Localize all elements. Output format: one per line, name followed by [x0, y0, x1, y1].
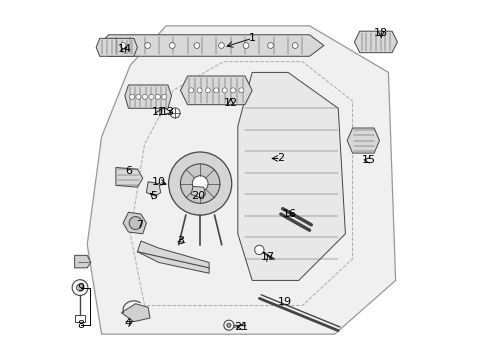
Text: 11: 11 — [152, 107, 166, 117]
Circle shape — [143, 94, 147, 99]
Polygon shape — [96, 39, 137, 56]
Text: 7: 7 — [136, 220, 143, 230]
Polygon shape — [180, 76, 252, 105]
Text: 10: 10 — [152, 177, 166, 187]
Polygon shape — [238, 72, 345, 280]
Text: 3: 3 — [177, 236, 184, 246]
Circle shape — [120, 42, 126, 48]
Circle shape — [189, 88, 194, 93]
Circle shape — [230, 88, 236, 93]
Text: 21: 21 — [234, 322, 248, 332]
Circle shape — [180, 164, 220, 203]
Circle shape — [293, 42, 298, 48]
Text: 18: 18 — [374, 28, 389, 38]
Polygon shape — [87, 26, 395, 334]
Circle shape — [129, 217, 142, 229]
Circle shape — [170, 42, 175, 48]
Circle shape — [76, 284, 84, 291]
Circle shape — [227, 323, 231, 327]
Text: 14: 14 — [118, 44, 132, 54]
Polygon shape — [122, 304, 150, 321]
Text: 5: 5 — [150, 191, 157, 201]
Polygon shape — [191, 186, 205, 198]
Text: 13: 13 — [161, 107, 175, 117]
Text: 20: 20 — [191, 191, 205, 201]
Circle shape — [162, 94, 167, 99]
Circle shape — [268, 42, 273, 48]
Text: 15: 15 — [362, 155, 376, 165]
Circle shape — [129, 94, 135, 99]
Polygon shape — [116, 167, 143, 187]
Circle shape — [72, 280, 88, 296]
Circle shape — [219, 42, 224, 48]
Polygon shape — [98, 35, 324, 56]
Circle shape — [169, 152, 232, 215]
Text: 6: 6 — [125, 166, 132, 176]
Circle shape — [224, 320, 234, 330]
Text: 16: 16 — [283, 209, 297, 219]
Circle shape — [145, 42, 150, 48]
Circle shape — [192, 176, 208, 192]
Circle shape — [243, 42, 249, 48]
Polygon shape — [74, 255, 91, 268]
Text: 2: 2 — [277, 153, 284, 163]
Circle shape — [214, 88, 219, 93]
Polygon shape — [137, 241, 209, 273]
Text: 17: 17 — [261, 252, 275, 262]
Polygon shape — [123, 212, 147, 234]
Text: 19: 19 — [277, 297, 292, 307]
Polygon shape — [147, 182, 161, 196]
Circle shape — [149, 94, 154, 99]
Circle shape — [239, 88, 244, 93]
Polygon shape — [354, 31, 397, 53]
Polygon shape — [125, 85, 172, 108]
Bar — [74, 315, 85, 321]
Circle shape — [136, 94, 141, 99]
Text: 4: 4 — [125, 319, 132, 328]
Circle shape — [255, 245, 264, 255]
Polygon shape — [347, 128, 379, 153]
Circle shape — [205, 88, 210, 93]
Text: 8: 8 — [77, 320, 84, 330]
Circle shape — [197, 88, 202, 93]
Text: 9: 9 — [77, 283, 84, 293]
Text: 12: 12 — [223, 98, 238, 108]
Text: 1: 1 — [248, 33, 256, 43]
Circle shape — [155, 94, 160, 99]
Circle shape — [170, 108, 180, 118]
Circle shape — [194, 42, 200, 48]
Circle shape — [222, 88, 227, 93]
